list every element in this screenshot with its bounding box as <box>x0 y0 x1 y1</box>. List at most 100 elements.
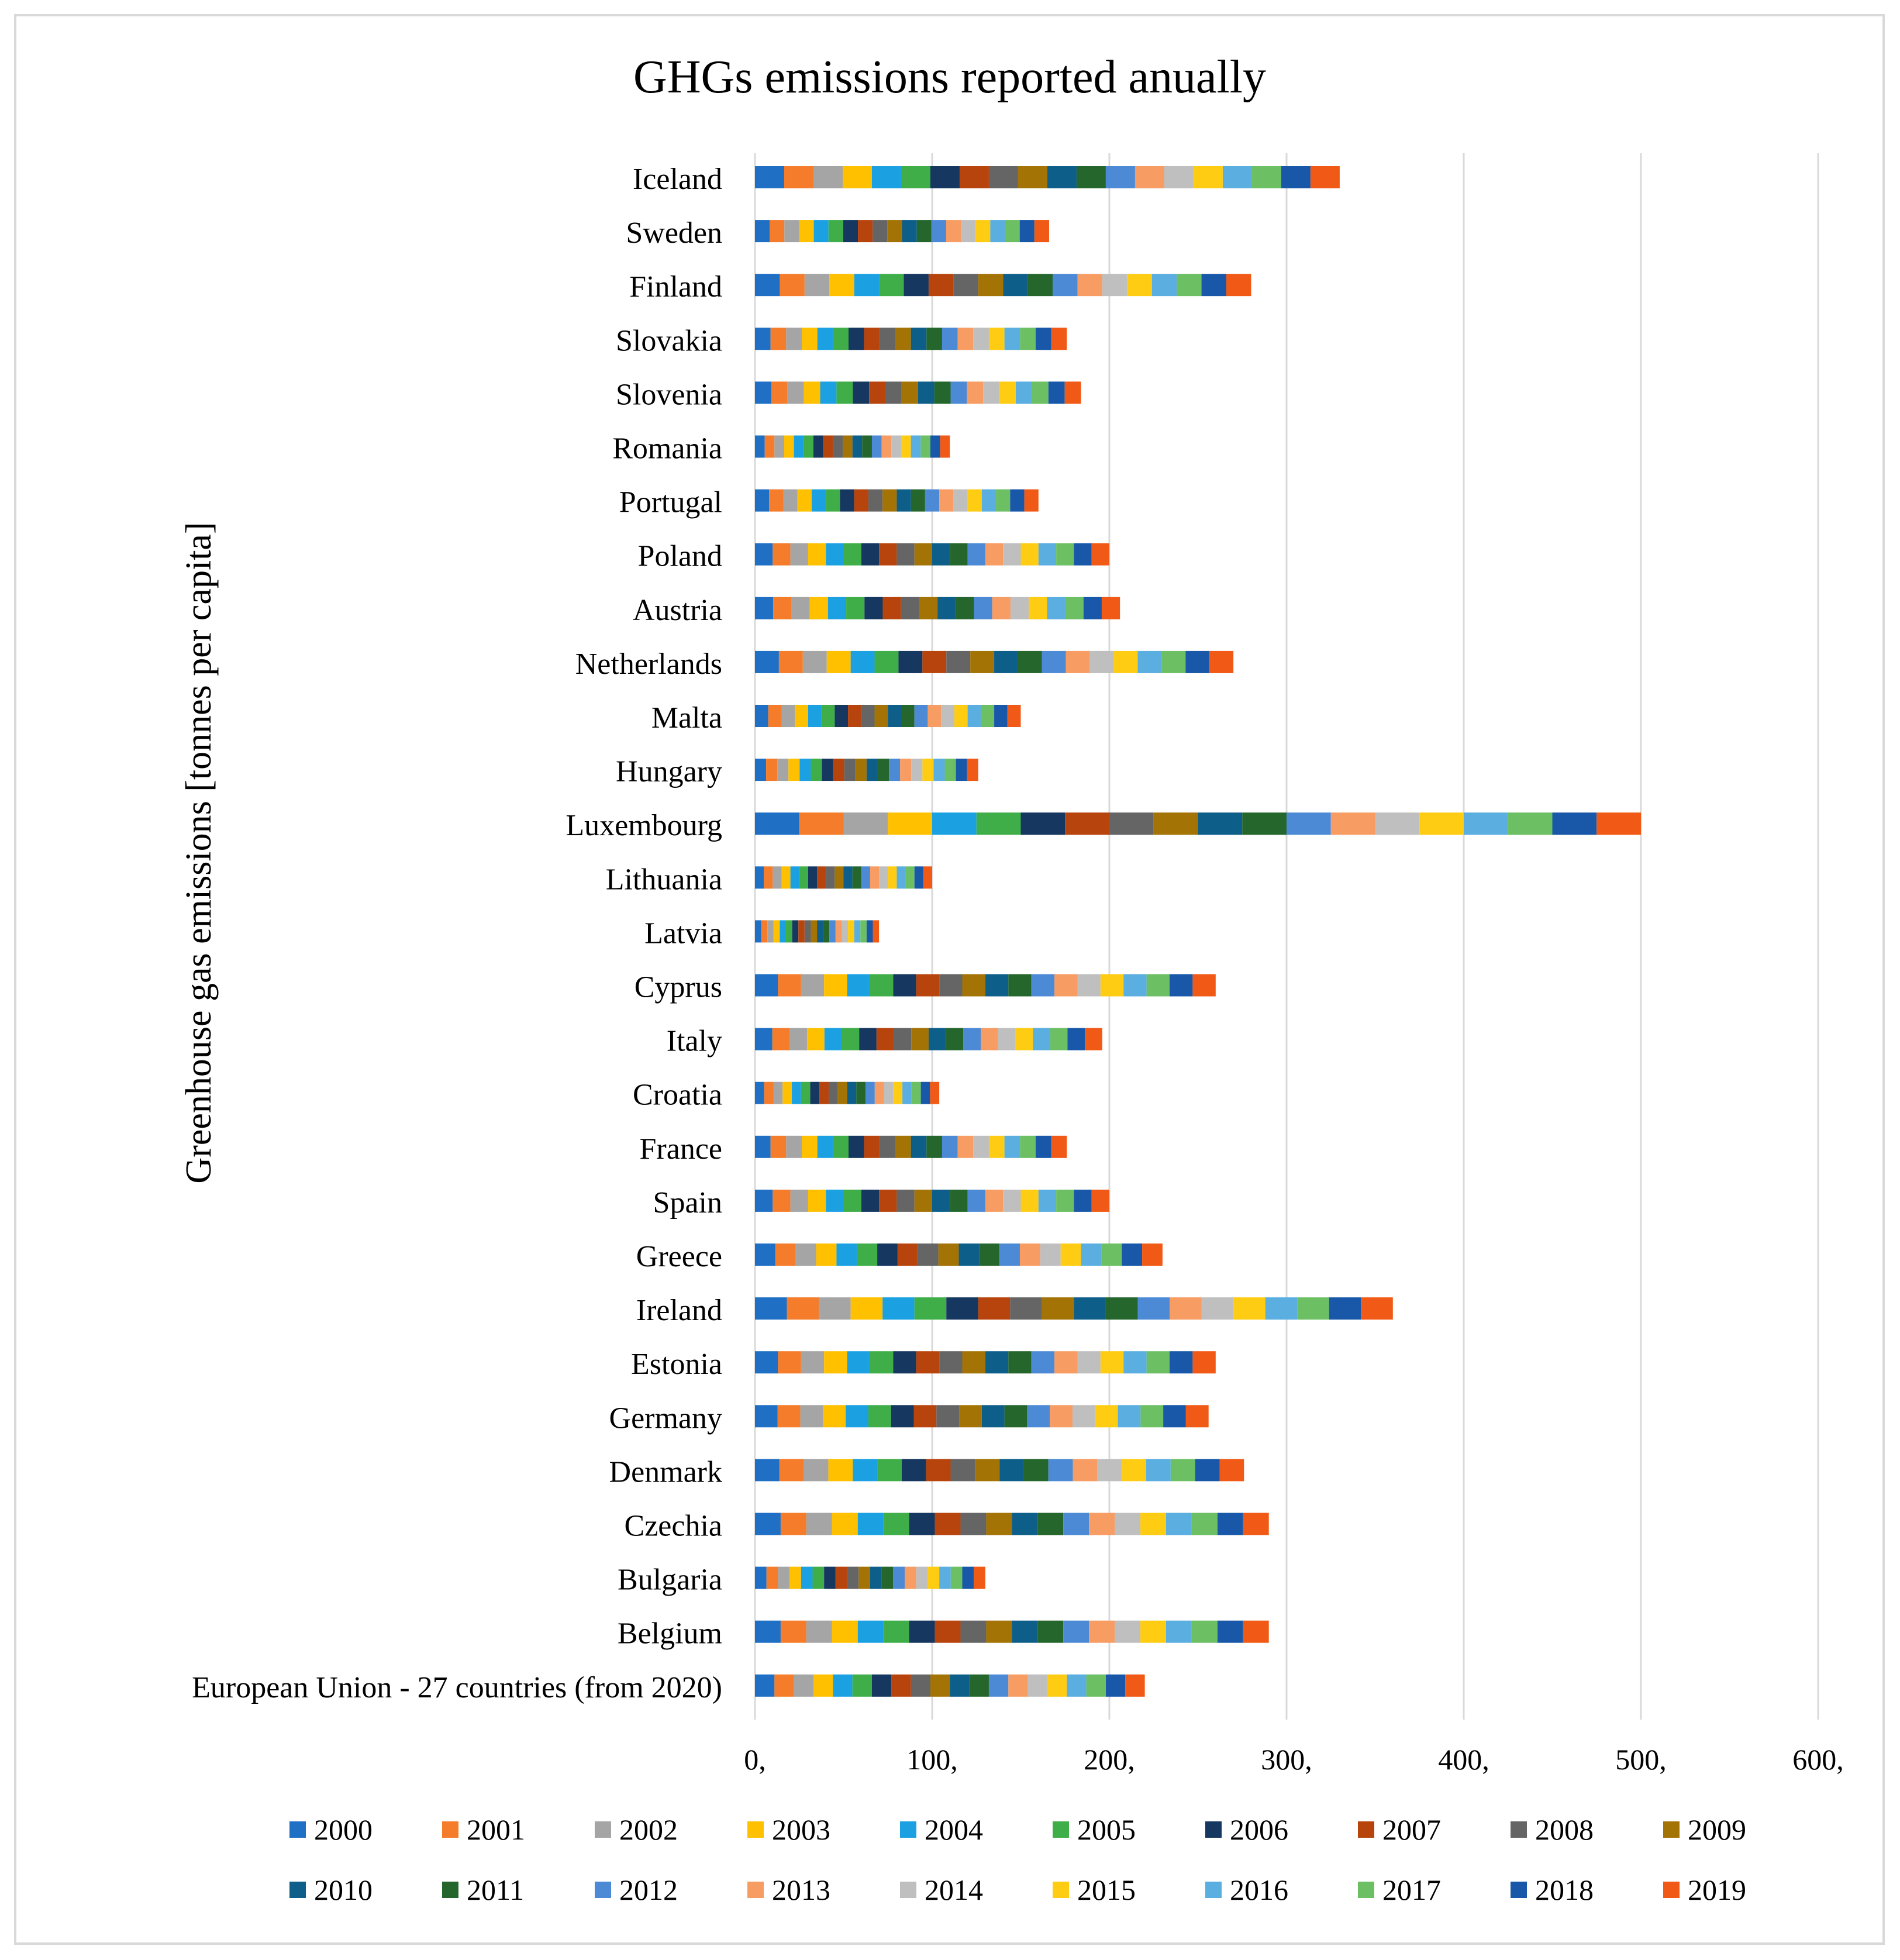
bar-segment-2014 <box>891 435 901 458</box>
bar-segment-2013 <box>1089 1620 1115 1643</box>
legend-swatch-2011 <box>442 1882 458 1898</box>
bar-segment-2014 <box>1375 812 1420 835</box>
category-label: Malta <box>651 701 722 735</box>
bar-segment-2000 <box>755 220 770 243</box>
bar-segment-2018 <box>1217 1620 1243 1643</box>
bar-segment-2013 <box>957 1135 974 1158</box>
legend-label: 2018 <box>1535 1873 1594 1906</box>
bar-segment-2011 <box>901 705 915 727</box>
bar-segment-2002 <box>801 1351 825 1374</box>
bar-segment-2002 <box>773 1081 783 1104</box>
bar-segment-2017 <box>981 705 995 727</box>
bar-segment-2007 <box>879 543 897 566</box>
bar-segment-2009 <box>930 1674 950 1697</box>
bar-segment-2002 <box>784 220 799 243</box>
category-label: Denmark <box>609 1455 722 1489</box>
bar-segment-2004 <box>857 1620 884 1643</box>
bar-segment-2002 <box>801 974 825 997</box>
bar-segment-2008 <box>988 166 1018 188</box>
bar-segment-2017 <box>1177 274 1202 297</box>
bar-segment-2009 <box>1018 166 1047 188</box>
bar-segment-2001 <box>768 705 782 727</box>
category-label: Slovakia <box>616 324 722 357</box>
bar-segment-2001 <box>766 1566 778 1589</box>
bar-segment-2016 <box>1047 597 1065 619</box>
legend-label: 2011 <box>467 1873 524 1906</box>
bar-segment-2017 <box>1191 1620 1218 1643</box>
category-label: Sweden <box>626 216 722 250</box>
bar-segment-2015 <box>1113 650 1138 673</box>
gridlines <box>754 153 1819 1720</box>
bar-segment-2002 <box>777 759 789 781</box>
bar-segment-2000 <box>755 1028 773 1050</box>
bar-segment-2011 <box>881 1566 894 1589</box>
bar-segment-2002 <box>781 705 795 727</box>
bar-segment-2007 <box>835 1566 847 1589</box>
legend-swatch-2002 <box>595 1821 611 1838</box>
bar-segment-2002 <box>806 1620 832 1643</box>
bar-segment-2001 <box>799 812 844 835</box>
bar-segment-2006 <box>848 1135 864 1158</box>
bar-segment-2004 <box>871 166 901 188</box>
legend-label: 2004 <box>925 1813 983 1846</box>
bar-segment-2006 <box>853 381 870 404</box>
bar-segment-2016 <box>1137 650 1162 673</box>
bar-segment-2016 <box>1038 1189 1057 1212</box>
bar-segment-2014 <box>1164 166 1194 188</box>
bar-segment-2003 <box>888 812 932 835</box>
bar-segment-2009 <box>835 866 844 889</box>
bar-segment-2016 <box>1016 381 1032 404</box>
bar-segment-2006 <box>810 1081 820 1104</box>
bar-segment-2001 <box>772 1028 790 1050</box>
bar-segment-2010 <box>1012 1620 1038 1643</box>
bar-segment-2004 <box>817 328 833 350</box>
bar-segment-2016 <box>1464 812 1508 835</box>
bar-segment-2002 <box>778 1566 790 1589</box>
bar-segment-2011 <box>946 1028 964 1050</box>
bar-segment-2008 <box>939 1351 963 1374</box>
legend-label: 2009 <box>1688 1813 1746 1846</box>
bar-segment-2005 <box>852 1674 872 1697</box>
bar-segment-2015 <box>1419 812 1464 835</box>
bar-segment-2005 <box>836 381 853 404</box>
bar-segment-2000 <box>755 812 799 835</box>
bar-segment-2011 <box>1105 1297 1138 1320</box>
bar-segment-2007 <box>817 866 826 889</box>
category-label: Greece <box>636 1240 722 1273</box>
bar-segment-2017 <box>1065 597 1084 619</box>
bar-segment-2002 <box>802 650 827 673</box>
legend-label: 2015 <box>1077 1873 1136 1906</box>
bar-segment-2009 <box>962 1351 985 1374</box>
bar-segment-2013 <box>957 328 974 350</box>
bar-segment-2004 <box>794 435 804 458</box>
bar-segment-2004 <box>854 274 880 297</box>
bar-segment-2011 <box>856 1081 866 1104</box>
bar-segment-2013 <box>1008 1674 1028 1697</box>
bar-segment-2007 <box>833 759 844 781</box>
bar-segment-2019 <box>1185 1405 1209 1428</box>
bar-segment-2000 <box>755 597 774 619</box>
bar-segment-2008 <box>833 435 843 458</box>
bar-segment-2012 <box>1048 1459 1073 1482</box>
bar-segment-2004 <box>932 812 977 835</box>
bar-segment-2001 <box>787 1297 819 1320</box>
bar-segment-2005 <box>826 489 840 512</box>
bar-segment-2014 <box>879 866 888 889</box>
bar-segment-2011 <box>1027 274 1053 297</box>
bar-segment-2009 <box>978 274 1004 297</box>
bar-segment-2018 <box>1105 1674 1126 1697</box>
legend-swatch-2007 <box>1358 1821 1374 1838</box>
bar-segment-2006 <box>877 1243 898 1266</box>
x-tick-label: 0, <box>744 1743 766 1776</box>
bar-segment-2002 <box>843 812 888 835</box>
bar-segment-2011 <box>1037 1620 1064 1643</box>
bar-segment-2008 <box>953 274 978 297</box>
bar-segment-2004 <box>792 1081 801 1104</box>
bar-segment-2013 <box>1065 650 1090 673</box>
bar-segment-2011 <box>1076 166 1106 188</box>
bar-segment-2011 <box>934 381 951 404</box>
bar-segment-2009 <box>959 1405 982 1428</box>
bar-segment-2001 <box>777 1405 801 1428</box>
bar-segment-2002 <box>790 543 808 566</box>
bar-segment-2000 <box>755 328 771 350</box>
